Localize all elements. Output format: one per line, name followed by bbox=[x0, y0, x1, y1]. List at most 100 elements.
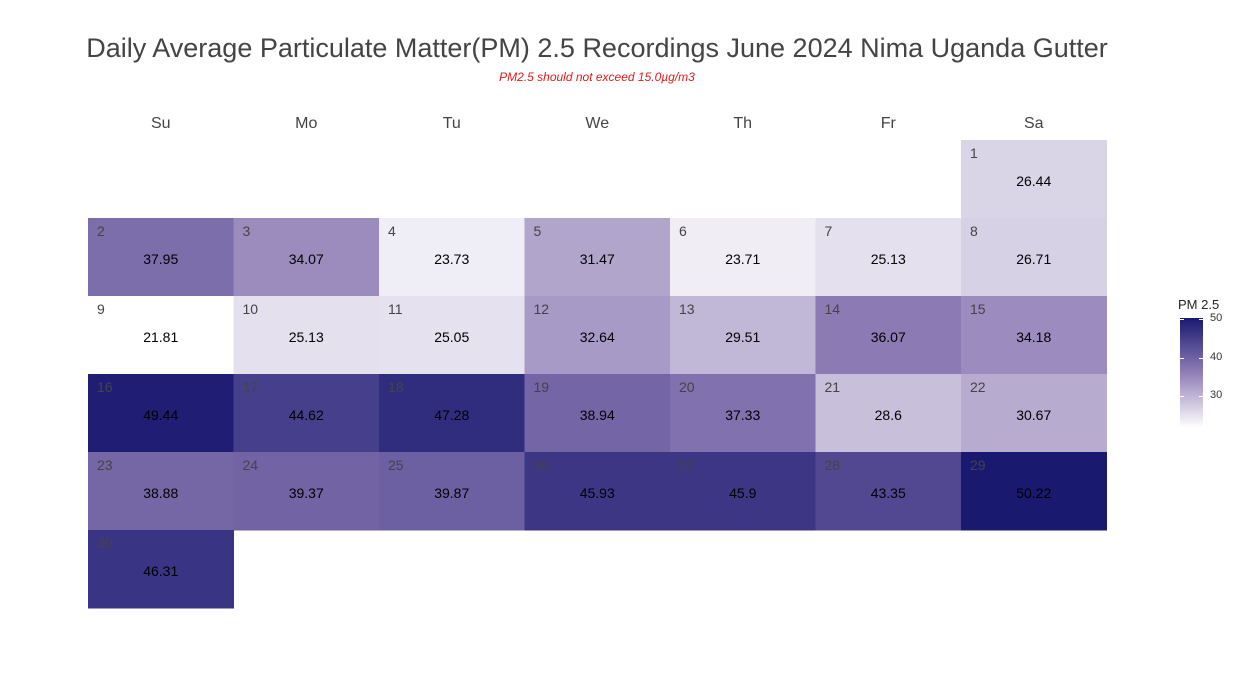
value-label: 25.05 bbox=[434, 329, 469, 345]
day-number: 14 bbox=[825, 301, 841, 317]
value-label: 49.44 bbox=[143, 407, 178, 423]
day-number: 15 bbox=[970, 301, 986, 317]
day-number: 18 bbox=[388, 379, 404, 395]
legend-tick-mark bbox=[1180, 318, 1184, 320]
day-cell bbox=[961, 140, 1107, 219]
day-number: 13 bbox=[679, 301, 695, 317]
day-cell bbox=[815, 218, 962, 297]
day-cell bbox=[670, 452, 816, 531]
legend-tick-mark bbox=[1199, 357, 1203, 359]
day-number: 27 bbox=[679, 457, 695, 473]
value-label: 31.47 bbox=[580, 251, 615, 267]
value-label: 29.51 bbox=[725, 329, 760, 345]
day-cell bbox=[379, 452, 525, 531]
day-number: 28 bbox=[825, 457, 841, 473]
day-number: 8 bbox=[970, 223, 978, 239]
value-label: 44.62 bbox=[289, 407, 324, 423]
day-number: 16 bbox=[97, 379, 113, 395]
day-number: 21 bbox=[825, 379, 841, 395]
value-label: 34.07 bbox=[289, 251, 324, 267]
value-label: 32.64 bbox=[580, 329, 615, 345]
day-number: 10 bbox=[243, 301, 259, 317]
legend-color-bar bbox=[1180, 318, 1203, 428]
value-label: 25.13 bbox=[871, 251, 906, 267]
legend-tick-label: 40 bbox=[1210, 350, 1223, 363]
value-label: 45.9 bbox=[729, 485, 756, 501]
weekday-label: Fr bbox=[881, 115, 897, 132]
day-cell bbox=[815, 452, 962, 531]
day-cell bbox=[88, 218, 234, 297]
day-cell bbox=[379, 218, 525, 297]
value-label: 30.67 bbox=[1016, 407, 1051, 423]
day-cell bbox=[524, 452, 671, 531]
day-number: 19 bbox=[534, 379, 550, 395]
day-number: 20 bbox=[679, 379, 695, 395]
day-cell bbox=[524, 218, 671, 297]
day-cell bbox=[815, 374, 962, 453]
day-number: 26 bbox=[534, 457, 550, 473]
value-label: 46.31 bbox=[143, 563, 178, 579]
value-label: 28.6 bbox=[875, 407, 902, 423]
day-number: 9 bbox=[97, 301, 105, 317]
day-number: 25 bbox=[388, 457, 404, 473]
day-cell bbox=[670, 218, 816, 297]
value-label: 39.37 bbox=[289, 485, 324, 501]
day-number: 24 bbox=[243, 457, 259, 473]
value-label: 39.87 bbox=[434, 485, 469, 501]
day-cell bbox=[233, 374, 380, 453]
legend-tick-label: 50 bbox=[1210, 311, 1223, 324]
day-cell bbox=[233, 296, 380, 375]
chart-title: Daily Average Particulate Matter(PM) 2.5… bbox=[86, 33, 1108, 63]
day-cell bbox=[524, 296, 671, 375]
value-label: 38.94 bbox=[580, 407, 615, 423]
weekday-label: Mo bbox=[295, 115, 317, 132]
value-label: 26.71 bbox=[1016, 251, 1051, 267]
day-cell bbox=[233, 452, 380, 531]
value-label: 37.33 bbox=[725, 407, 760, 423]
value-label: 50.22 bbox=[1016, 485, 1051, 501]
day-cell bbox=[961, 218, 1107, 297]
legend-tick-mark bbox=[1180, 396, 1184, 398]
day-cell bbox=[88, 296, 234, 375]
weekday-label: Tu bbox=[443, 115, 461, 132]
value-label: 43.35 bbox=[871, 485, 906, 501]
day-cell bbox=[961, 296, 1107, 375]
value-label: 37.95 bbox=[143, 251, 178, 267]
chart-subtitle: PM2.5 should not exceed 15.0µg/m3 bbox=[499, 70, 695, 84]
weekday-label: Sa bbox=[1024, 115, 1044, 132]
day-number: 11 bbox=[388, 301, 403, 317]
day-cell bbox=[233, 218, 380, 297]
day-cell bbox=[524, 374, 671, 453]
day-number: 6 bbox=[679, 223, 687, 239]
day-number: 30 bbox=[97, 535, 113, 551]
value-label: 25.13 bbox=[289, 329, 324, 345]
legend-tick-mark bbox=[1199, 396, 1203, 398]
value-label: 36.07 bbox=[871, 329, 906, 345]
legend-tick-mark bbox=[1180, 357, 1184, 359]
value-label: 47.28 bbox=[434, 407, 469, 423]
day-cell bbox=[379, 374, 525, 453]
weekday-label: We bbox=[585, 115, 609, 132]
day-cell bbox=[88, 374, 234, 453]
day-number: 23 bbox=[97, 457, 113, 473]
legend-tick-mark bbox=[1199, 318, 1203, 320]
day-number: 17 bbox=[243, 379, 259, 395]
day-cell bbox=[670, 374, 816, 453]
day-number: 7 bbox=[825, 223, 833, 239]
day-number: 12 bbox=[534, 301, 550, 317]
day-cell bbox=[961, 374, 1107, 453]
value-label: 45.93 bbox=[580, 485, 615, 501]
value-label: 26.44 bbox=[1016, 173, 1051, 189]
day-number: 29 bbox=[970, 457, 986, 473]
day-number: 4 bbox=[388, 223, 396, 239]
weekday-label: Su bbox=[151, 115, 171, 132]
day-cell bbox=[815, 296, 962, 375]
value-label: 21.81 bbox=[143, 329, 178, 345]
day-cell bbox=[961, 452, 1107, 531]
day-number: 1 bbox=[970, 145, 978, 161]
day-cell bbox=[88, 452, 234, 531]
day-number: 3 bbox=[243, 223, 251, 239]
day-number: 22 bbox=[970, 379, 986, 395]
weekday-label: Th bbox=[733, 115, 752, 132]
